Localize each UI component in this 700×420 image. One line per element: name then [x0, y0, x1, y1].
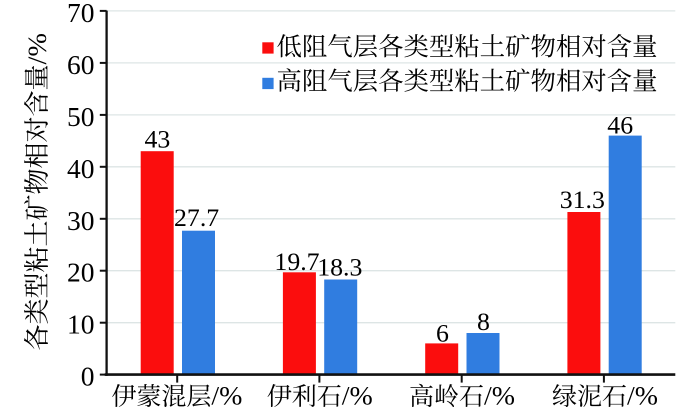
svg-text:/%: /% [342, 381, 373, 411]
svg-text:19.7: 19.7 [274, 247, 319, 276]
svg-text:/%: /% [627, 381, 658, 411]
svg-text:50: 50 [67, 101, 95, 132]
svg-text:6: 6 [436, 319, 449, 348]
svg-text:10: 10 [67, 309, 95, 340]
svg-text:60: 60 [67, 49, 95, 80]
svg-text:27.7: 27.7 [174, 203, 219, 232]
svg-text:70: 70 [67, 0, 95, 28]
svg-text:/%: /% [211, 381, 242, 411]
svg-text:31.3: 31.3 [560, 185, 605, 214]
svg-text:18.3: 18.3 [317, 253, 362, 282]
svg-text:8: 8 [477, 307, 490, 336]
svg-text:40: 40 [67, 153, 95, 184]
svg-text:46: 46 [607, 111, 633, 140]
svg-text:30: 30 [67, 205, 95, 236]
svg-text:0: 0 [81, 361, 95, 392]
svg-text:20: 20 [67, 257, 95, 288]
svg-text:43: 43 [145, 125, 171, 154]
svg-text:/%: /% [484, 381, 515, 411]
svg-text:/%: /% [23, 33, 52, 65]
